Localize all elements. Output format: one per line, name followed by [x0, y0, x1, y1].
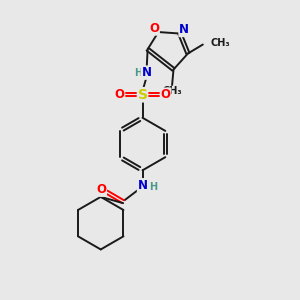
Text: H: H	[149, 182, 157, 192]
Text: S: S	[137, 88, 148, 102]
Text: CH₃: CH₃	[210, 38, 230, 48]
Text: N: N	[141, 66, 152, 79]
Text: O: O	[149, 22, 159, 35]
Text: O: O	[114, 88, 124, 101]
Text: N: N	[179, 23, 189, 37]
Text: CH₃: CH₃	[162, 86, 182, 96]
Text: O: O	[96, 183, 106, 196]
Text: H: H	[134, 68, 142, 78]
Text: O: O	[161, 88, 171, 101]
Text: N: N	[137, 179, 148, 192]
